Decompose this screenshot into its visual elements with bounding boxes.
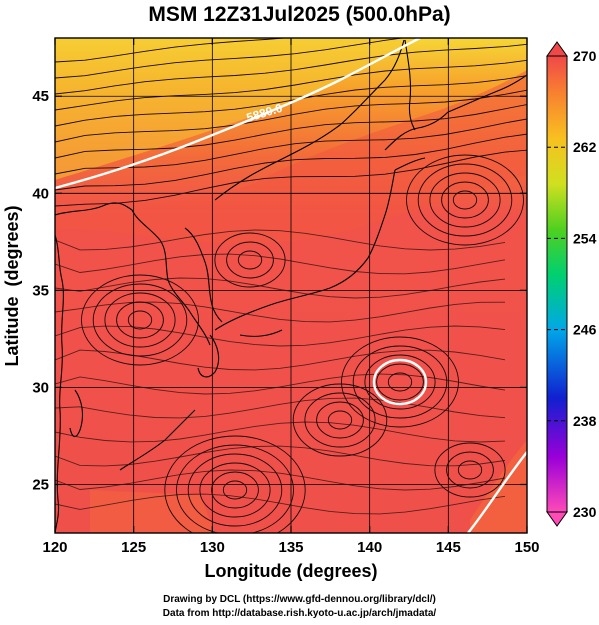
coast-japan-honshu [214, 169, 396, 331]
contour-5880-north [55, 38, 421, 190]
colorbar-label-262: 262 [573, 139, 597, 155]
coast-kyushu-shikoku [197, 329, 283, 378]
y-tick-label-35: 35 [32, 282, 49, 299]
eddy-streamlines [55, 154, 524, 533]
colorbar-bottom-arrow [546, 511, 568, 527]
eddy-streamline [387, 372, 413, 392]
background-streamline [55, 325, 506, 347]
x-axis-ticks: 120 125 130 135 140 145 150 [42, 38, 540, 556]
colorbar-label-254: 254 [573, 230, 597, 246]
background-streamline [55, 421, 506, 443]
x-tick-label-140: 140 [357, 539, 382, 556]
graticule [55, 38, 527, 533]
colorbar-ticks: 270 262 254 246 238 230 [547, 48, 597, 520]
eddy-streamline [364, 354, 436, 410]
y-axis-ticks: 25 30 35 40 45 [32, 88, 527, 493]
x-tick-label-150: 150 [514, 539, 539, 556]
eddy-streamline [327, 410, 353, 430]
jet-streamline [55, 133, 527, 191]
warm-tongue [55, 70, 527, 244]
x-tick-label-145: 145 [436, 539, 461, 556]
background-streamline [55, 301, 506, 323]
x-axis-label: Longitude (degrees) [204, 561, 377, 581]
jet-streamline [55, 59, 527, 111]
jet-streamline [55, 104, 527, 159]
eddy-streamline [441, 181, 489, 219]
contour-5880-low [372, 358, 428, 406]
westerly-jet-streamlines [55, 38, 527, 207]
credit-line-data: Data from http://database.rish.kyoto-u.a… [162, 608, 437, 619]
background-streamline [55, 373, 506, 395]
x-tick-label-130: 130 [200, 539, 225, 556]
eddy-streamline [164, 435, 306, 533]
eddy-streamline [199, 462, 271, 518]
streamlines [55, 38, 527, 533]
eddy-streamline [304, 392, 376, 448]
coast-sakhalin-kurils [404, 39, 527, 131]
eddy-streamline [352, 345, 448, 419]
southwest-orange [90, 490, 215, 533]
background-streamline [55, 253, 506, 275]
y-tick-label-45: 45 [32, 88, 49, 105]
y-tick-label-25: 25 [32, 476, 49, 493]
colorbar-label-238: 238 [573, 413, 597, 429]
y-axis-label: Latitude (degrees) [2, 205, 22, 366]
eddy-streamline [417, 163, 513, 237]
coast-mainland-china-korea [55, 202, 211, 533]
colorbar-label-246: 246 [573, 322, 597, 338]
colorbar-label-230: 230 [573, 504, 597, 520]
eddy-streamline [452, 190, 478, 210]
eddy-streamline [176, 444, 294, 533]
background-streamline [55, 349, 506, 371]
background-streamline [55, 277, 506, 299]
map-title: MSM 12Z31Jul2025 (500.0hPa) [148, 3, 451, 26]
eddy-streamline [104, 292, 176, 348]
coast-hokkaido [384, 111, 449, 171]
coast-korea-peninsula [184, 227, 223, 323]
eddy-streamline [187, 453, 283, 527]
background-streamline [55, 397, 506, 419]
jet-streamline [55, 89, 527, 143]
background-streamline [55, 445, 506, 467]
eddy-streamline [127, 310, 153, 330]
jet-streamline [55, 38, 406, 79]
background-streamline [55, 469, 506, 491]
eddy-streamline [406, 154, 524, 246]
y-tick-label-30: 30 [32, 379, 49, 396]
background-streamline [55, 493, 506, 515]
colorbar-bar [546, 55, 568, 513]
eddy-streamline [457, 460, 483, 480]
y-tick-label-40: 40 [32, 185, 49, 202]
eddy-streamline [222, 480, 248, 500]
credit-block: Drawing by DCL (https://www.gfd-dennou.o… [0, 593, 599, 621]
contour-5880-southeast [467, 451, 527, 533]
eddy-streamline [316, 401, 364, 439]
credit-line-drawing: Drawing by DCL (https://www.gfd-dennou.o… [163, 594, 436, 605]
eddy-streamline [81, 274, 199, 366]
x-tick-label-135: 135 [278, 539, 303, 556]
x-tick-label-120: 120 [42, 539, 67, 556]
eddy-streamline [292, 383, 388, 457]
jet-streamline [55, 149, 527, 207]
eddy-streamline [376, 363, 424, 401]
jet-streamline [55, 118, 527, 175]
height-contour-5880 [55, 38, 527, 533]
eddy-streamline [446, 451, 494, 489]
eddy-streamline [237, 250, 263, 270]
background-streamline [55, 229, 506, 251]
jet-streamline [55, 38, 291, 63]
colorbar-top-arrow [546, 41, 568, 57]
colorbar-label-270: 270 [573, 48, 597, 64]
eddy-streamline [434, 442, 506, 498]
jet-streamline [55, 43, 527, 95]
x-tick-label-125: 125 [121, 539, 146, 556]
eddy-streamline [226, 241, 274, 279]
eddy-streamline [429, 172, 501, 228]
colorbar: 270 262 254 246 238 230 [546, 41, 597, 527]
eddy-streamline [211, 471, 259, 509]
